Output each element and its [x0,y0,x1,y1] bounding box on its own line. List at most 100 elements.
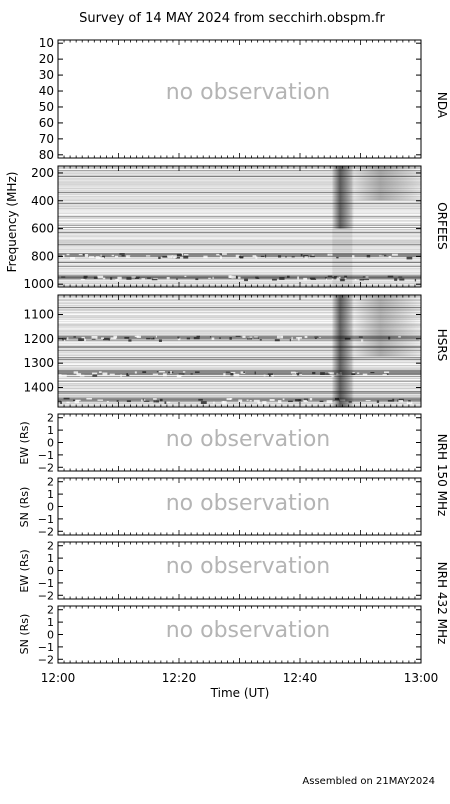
spectrogram-row [58,306,421,307]
ytick-label: 1400 [23,381,54,395]
band-speckle [382,374,387,376]
ytick-label: 2 [47,540,54,553]
band-speckle [106,400,109,403]
ytick-label: −2 [38,461,54,474]
spectrogram-row [58,177,421,178]
spectrogram-row [58,197,421,198]
spectrogram-row [58,352,421,353]
nda-ytick-labels: 10 20 30 40 50 60 70 80 [39,36,421,162]
ytick-label: 2 [47,476,54,489]
spectrogram-row [58,328,421,329]
band-speckle [159,398,163,402]
spectrogram-row [58,308,421,309]
ytick-label: −1 [38,449,54,462]
band-speckle [408,400,411,403]
time-axis-tick-labels: 12:00 12:20 12:40 13:00 [41,671,439,685]
spectrogram-row [58,205,421,206]
spectrogram-row [58,213,421,214]
band-speckle [387,275,394,278]
spectrogram-row [58,366,421,367]
band-speckle [331,278,334,281]
nrh150-sn-axis-label: SN (Rs) [18,487,31,528]
spectrogram-row [58,325,421,326]
spectrogram-row [58,262,421,263]
nrh150-ew-no-observation: no observation [166,427,331,452]
band-speckle [362,373,368,376]
spectrogram-row [58,267,421,268]
ytick-label: −1 [38,641,54,654]
band-speckle [274,339,280,342]
band-speckle [196,335,200,338]
spectrogram-row [58,303,421,304]
spectrogram-row [58,318,421,319]
band-speckle [111,254,115,257]
spectrogram-row [58,260,421,261]
spectrogram-row [58,202,421,203]
band-speckle [88,256,95,259]
band-speckle [128,339,132,342]
band-speckle [120,374,122,378]
band-speckle [328,372,335,375]
band-speckle [108,338,110,341]
spectrogram-row [58,315,421,316]
spectrogram-row [58,327,421,328]
band-speckle [299,373,303,376]
spectrogram-row [58,361,421,362]
band-speckle [344,277,347,279]
band-speckle [235,335,241,337]
band-speckle [387,399,393,402]
spectrogram-row [58,247,421,248]
spectrogram-row [58,386,421,387]
spectrogram-row [58,340,421,341]
band-speckle [230,372,234,376]
spectrogram-row [58,377,421,378]
band-speckle [253,337,259,339]
band-speckle [119,253,125,255]
band-speckle [170,370,172,374]
spectrogram-row [58,346,421,347]
ytick-label: 20 [39,52,54,66]
spectrogram-row [58,246,421,247]
spectrogram-row [58,244,421,245]
spectrogram-row [58,175,421,176]
band-speckle [146,337,151,340]
spectrogram-row [58,350,421,351]
spectrogram-row [58,397,421,398]
band-speckle [363,276,369,278]
band-speckle [177,336,180,339]
time-axis-label: Time (UT) [210,686,270,700]
band-speckle [212,276,214,280]
spectrogram-row [58,387,421,388]
band-speckle [102,372,108,376]
band-speckle [297,276,299,280]
band-speckle [162,373,167,377]
band-speckle [279,277,285,280]
spectrogram-row [58,172,421,173]
nrh150-sn-no-observation: no observation [166,491,331,516]
spectrogram-row [58,389,421,390]
ytick-label: 1 [47,616,54,629]
spectrogram-row [58,240,421,241]
band-speckle [92,374,98,377]
spectrogram-row [58,370,421,371]
spectrogram-row [58,229,421,230]
burst-emission [332,295,355,407]
band-speckle [181,374,183,377]
band-speckle [309,277,316,280]
band-speckle [296,336,302,339]
spectrogram-row [58,335,421,336]
spectrogram-row [58,235,421,236]
band-speckle [93,276,98,279]
spectrogram-row [58,379,421,380]
band-speckle [238,399,243,403]
band-speckle [114,255,119,258]
spectrogram-row [58,329,421,330]
spectrogram-row [58,395,421,396]
band-speckle [142,398,144,401]
band-speckle [359,279,364,281]
spectrogram-row [58,181,421,182]
band-speckle [254,371,256,375]
band-speckle [115,279,119,281]
spectrogram-row [58,198,421,199]
frequency-axis-label: Frequency (MHz) [5,172,19,273]
